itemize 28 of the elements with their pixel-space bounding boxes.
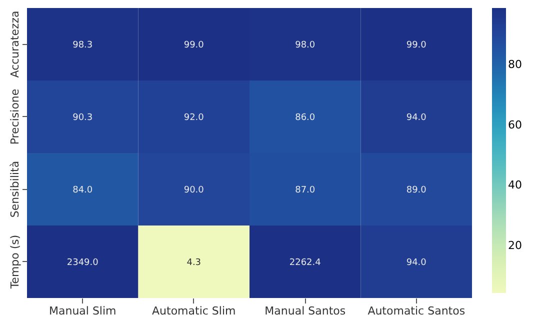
x-tick-label: Manual Slim xyxy=(48,304,116,318)
data-label: 90.3 xyxy=(72,112,93,123)
data-label: 87.0 xyxy=(295,185,316,196)
data-label: 98.0 xyxy=(295,40,316,50)
data-label: 89.0 xyxy=(406,185,427,196)
data-label: 4.3 xyxy=(186,258,202,268)
color-bar-label: 80 xyxy=(508,58,522,72)
y-tick-label: Accuratezza xyxy=(8,10,22,78)
y-tick-label: Tempo (s) xyxy=(8,234,22,290)
color-bar-label: 60 xyxy=(508,118,522,132)
x-tick-label: Manual Santos xyxy=(264,304,346,318)
data-label: 92.0 xyxy=(184,112,204,123)
data-label: 99.0 xyxy=(184,40,204,50)
data-label: 86.0 xyxy=(295,112,316,123)
data-label: 2349.0 xyxy=(66,258,99,268)
data-label: 2262.4 xyxy=(289,258,322,268)
x-tick-label: Automatic Santos xyxy=(368,304,466,318)
y-tick-label: Sensibilità xyxy=(8,160,22,218)
color-bar-label: 40 xyxy=(508,178,522,192)
color-bar-label: 20 xyxy=(508,238,522,252)
y-tick-label: Precisione xyxy=(8,88,22,145)
data-label: 99.0 xyxy=(406,40,427,50)
data-label: 94.0 xyxy=(406,258,427,268)
data-label: 98.3 xyxy=(72,40,93,50)
data-label: 90.0 xyxy=(184,185,204,196)
data-label: 84.0 xyxy=(72,185,93,196)
x-tick-label: Automatic Slim xyxy=(152,304,236,318)
data-label: 94.0 xyxy=(406,112,427,123)
